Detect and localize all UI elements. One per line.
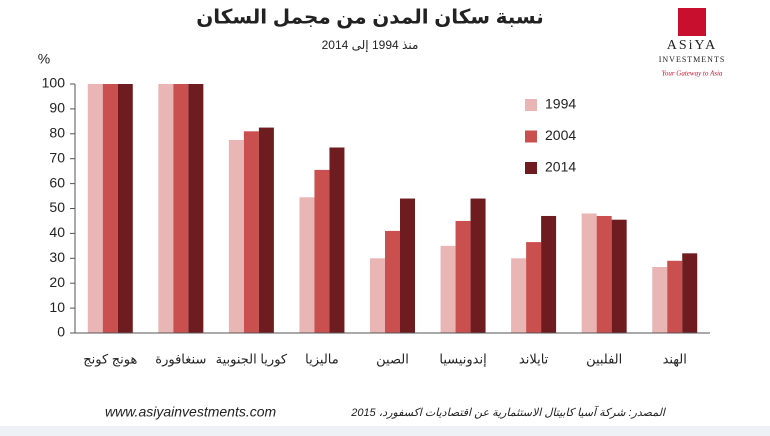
bar (158, 84, 174, 333)
y-tick-label: 70 (49, 149, 65, 165)
legend-swatch (525, 130, 537, 143)
bar (455, 220, 471, 333)
x-tick-label: كوريا الجنوبية (216, 351, 288, 367)
y-tick-label: 100 (42, 75, 66, 91)
bar (117, 84, 133, 333)
y-tick-label: 30 (49, 249, 65, 265)
bar (385, 230, 400, 333)
bar (611, 219, 627, 333)
logo-tagline: Your Gateway to Asia (662, 70, 723, 78)
y-tick-label: 90 (49, 100, 65, 116)
bar (299, 197, 315, 333)
bar (102, 84, 118, 333)
legend-swatch (525, 162, 537, 174)
website: www.asiyainvestments.com (105, 404, 277, 420)
x-tick-label: سنغافورة (155, 351, 206, 367)
bar (258, 127, 274, 333)
x-tick-label: تايلاند (519, 351, 549, 366)
y-tick-label: 20 (49, 274, 65, 290)
x-tick-label: إندونيسيا (439, 351, 486, 367)
bottom-strip (0, 426, 770, 436)
y-tick-label: 60 (49, 174, 65, 190)
source: المصدر: شركة آسيا كابيتال الاستثمارية عن… (350, 405, 667, 419)
logo-subtitle: INVESTMENTS (659, 55, 726, 64)
bar (526, 242, 542, 333)
legend-label: 2014 (545, 159, 576, 175)
bar (243, 131, 259, 333)
bar (541, 215, 557, 333)
bar (370, 258, 385, 333)
bar (400, 198, 415, 333)
chart-title: نسبة سكان المدن من مجمل السكان (196, 6, 544, 28)
bar (667, 260, 683, 333)
y-tick-label: 10 (49, 299, 65, 315)
legend-label: 1994 (545, 96, 576, 112)
chart-subtitle: منذ 1994 إلى 2014 (322, 38, 419, 52)
bar (596, 215, 612, 333)
bar (652, 267, 668, 333)
bar (228, 140, 244, 333)
y-tick-label: 50 (49, 199, 65, 215)
x-tick-label: الفلبين (586, 351, 622, 367)
bar (470, 198, 486, 333)
bar (440, 245, 456, 333)
legend-label: 2004 (545, 127, 576, 143)
y-tick-label: 80 (49, 125, 65, 141)
x-tick-label: الهند (663, 351, 687, 367)
x-tick-label: الصين (376, 351, 409, 367)
bar (581, 213, 597, 333)
y-tick-label: 40 (49, 224, 65, 240)
y-axis-label: % (38, 51, 50, 67)
x-tick-label: هونج كونج (83, 351, 137, 367)
logo-mark (678, 8, 706, 36)
logo-name: ASiYA (667, 38, 717, 53)
x-tick-label: ماليزيا (305, 351, 339, 367)
bar (682, 253, 698, 333)
bar (87, 84, 103, 333)
bar (329, 147, 345, 333)
legend-swatch (525, 99, 537, 111)
bar (188, 84, 204, 333)
bar (511, 258, 527, 333)
bar (173, 84, 189, 333)
y-tick-label: 0 (57, 324, 65, 340)
bar (314, 169, 330, 333)
